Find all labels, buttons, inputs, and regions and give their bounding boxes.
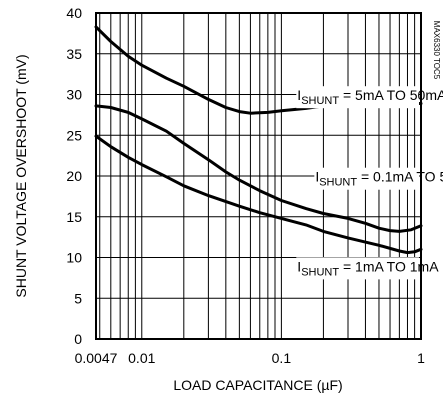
series-label-background [314, 167, 419, 190]
y-tick-label: 25 [66, 127, 82, 143]
x-axis-title-main: LOAD CAPACITANCE ( [173, 377, 321, 393]
y-tick-label: 20 [66, 168, 82, 184]
y-axis-title: SHUNT VOLTAGE OVERSHOOT (mV) [13, 54, 29, 297]
y-tick-label: 35 [66, 46, 82, 62]
series-label-main: I [297, 87, 301, 103]
series-label-main: I [297, 258, 301, 274]
series-label-3: ISHUNT = 1mA TO 1mA [297, 258, 439, 278]
series-label-rest: = 5mA TO 50mA [339, 87, 443, 103]
series-label-1: ISHUNT = 5mA TO 50mA [297, 87, 443, 107]
x-tick-label: 0.01 [128, 350, 155, 366]
series-label-background [296, 257, 419, 280]
x-axis-title: LOAD CAPACITANCE (µF) [173, 377, 342, 393]
series-label-subscript: SHUNT [301, 95, 339, 107]
x-tick-label: 0.0047 [75, 350, 118, 366]
series-label-rest: = 1mA TO 1mA [339, 258, 439, 274]
y-tick-label: 30 [66, 87, 82, 103]
figure-code-label: MAX6330 TOC5 [432, 21, 441, 80]
x-tick-label: 1 [417, 350, 425, 366]
series-label-rest: = 0.1mA TO 5mA [357, 169, 443, 185]
series-label-background [296, 86, 419, 109]
x-axis-title-end: ) [338, 377, 343, 393]
y-tick-label: 0 [74, 331, 82, 347]
y-tick-label: 10 [66, 250, 82, 266]
series-label-subscript: SHUNT [301, 266, 339, 278]
tick-label-layer: 0 5 10 15 20 25 30 35 40 0.0047 0.01 0.1 1 [66, 5, 425, 366]
series-label-subscript: SHUNT [319, 177, 357, 189]
y-tick-label: 5 [74, 290, 82, 306]
series-label-main: I [315, 169, 319, 185]
plot-frame [95, 12, 422, 340]
series-line-2 [94, 104, 423, 233]
series-line-3 [94, 134, 423, 255]
y-tick-label: 40 [66, 5, 82, 21]
series-layer [94, 25, 423, 255]
y-tick-label: 15 [66, 209, 82, 225]
x-axis-title-unit: µF [321, 377, 338, 393]
x-tick-label: 0.1 [272, 350, 292, 366]
